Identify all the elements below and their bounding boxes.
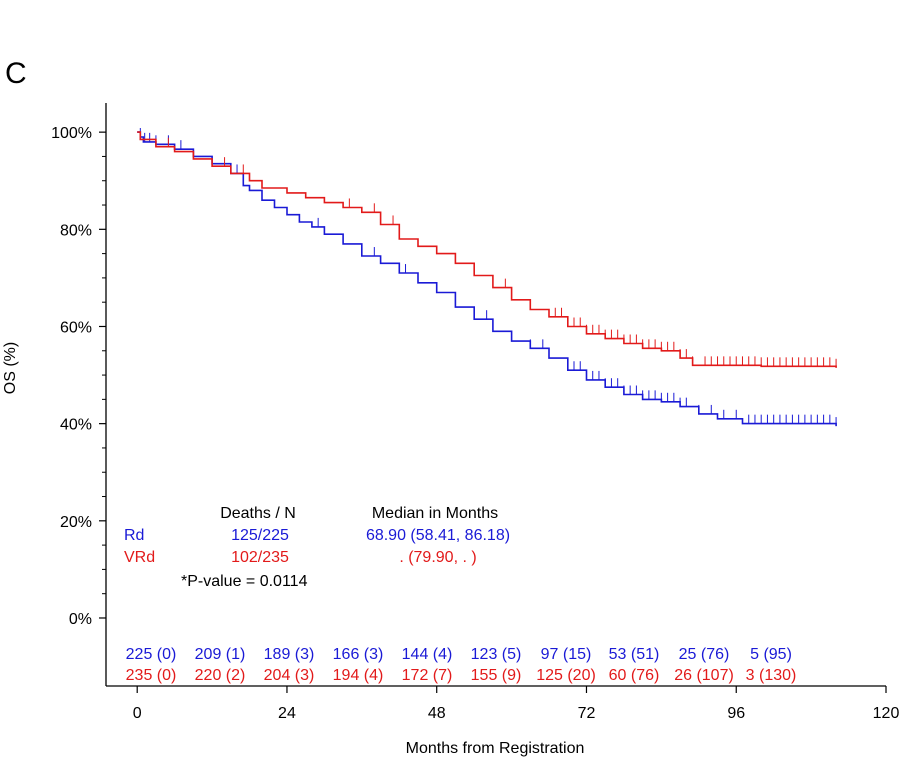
legend-median-value: . (79.90, . ) — [399, 549, 476, 566]
panel-letter: C — [5, 57, 27, 90]
legend-deaths-value: 102/235 — [231, 549, 289, 566]
x-tick-label: 24 — [278, 705, 296, 722]
at-risk-table: 225 (0) 209 (1) 189 (3) 166 (3) 144 (4) 123 (… — [126, 646, 797, 684]
risk-cell-vrd: 172 (7) — [402, 667, 453, 684]
legend-group-label: Rd — [124, 527, 144, 544]
y-tick-label: 0% — [69, 611, 92, 628]
risk-cell-vrd: 204 (3) — [264, 667, 315, 684]
risk-cell-vrd: 60 (76) — [609, 667, 660, 684]
y-tick-label: 20% — [60, 514, 92, 531]
x-tick-label: 48 — [428, 705, 446, 722]
y-tick-label: 80% — [60, 222, 92, 239]
risk-cell-rd: 225 (0) — [126, 646, 177, 663]
legend-deaths-value: 125/225 — [231, 527, 289, 544]
risk-cell-rd: 97 (15) — [541, 646, 592, 663]
risk-cell-rd: 166 (3) — [333, 646, 384, 663]
risk-cell-rd: 5 (95) — [750, 646, 792, 663]
y-tick-label: 60% — [60, 319, 92, 336]
risk-cell-vrd: 235 (0) — [126, 667, 177, 684]
x-tick-label: 72 — [578, 705, 596, 722]
risk-cell-rd: 25 (76) — [679, 646, 730, 663]
x-tick-label: 0 — [133, 705, 142, 722]
curve-rd — [137, 131, 837, 427]
curve-vrd — [137, 131, 837, 368]
risk-cell-rd: 144 (4) — [402, 646, 453, 663]
risk-cell-rd: 53 (51) — [609, 646, 660, 663]
legend-group-label: VRd — [124, 549, 155, 566]
risk-cell-vrd: 125 (20) — [536, 667, 596, 684]
risk-cell-rd: 189 (3) — [264, 646, 315, 663]
legend-header-deaths: Deaths / N — [220, 505, 296, 522]
risk-cell-vrd: 155 (9) — [471, 667, 522, 684]
risk-cell-vrd: 3 (130) — [746, 667, 797, 684]
x-tick-label: 96 — [727, 705, 745, 722]
axes: 0% 20% 40% 60% 80% 100% 0 24 48 72 96 120 — [51, 103, 899, 722]
risk-cell-rd: 209 (1) — [195, 646, 246, 663]
y-axis-title: OS (%) — [2, 342, 19, 394]
risk-cell-vrd: 26 (107) — [674, 667, 734, 684]
y-tick-label: 40% — [60, 417, 92, 434]
legend-header-median: Median in Months — [372, 505, 498, 522]
x-tick-label: 120 — [873, 705, 900, 722]
legend-median-value: 68.90 (58.41, 86.18) — [366, 527, 510, 544]
y-tick-label: 100% — [51, 125, 92, 142]
x-axis-title: Months from Registration — [406, 740, 585, 757]
risk-cell-vrd: 194 (4) — [333, 667, 384, 684]
risk-cell-vrd: 220 (2) — [195, 667, 246, 684]
survival-curves — [137, 128, 837, 427]
risk-cell-rd: 123 (5) — [471, 646, 522, 663]
p-value: *P-value = 0.0114 — [181, 573, 308, 590]
legend: Deaths / N Median in Months Rd 125/225 68.90… — [124, 505, 510, 590]
